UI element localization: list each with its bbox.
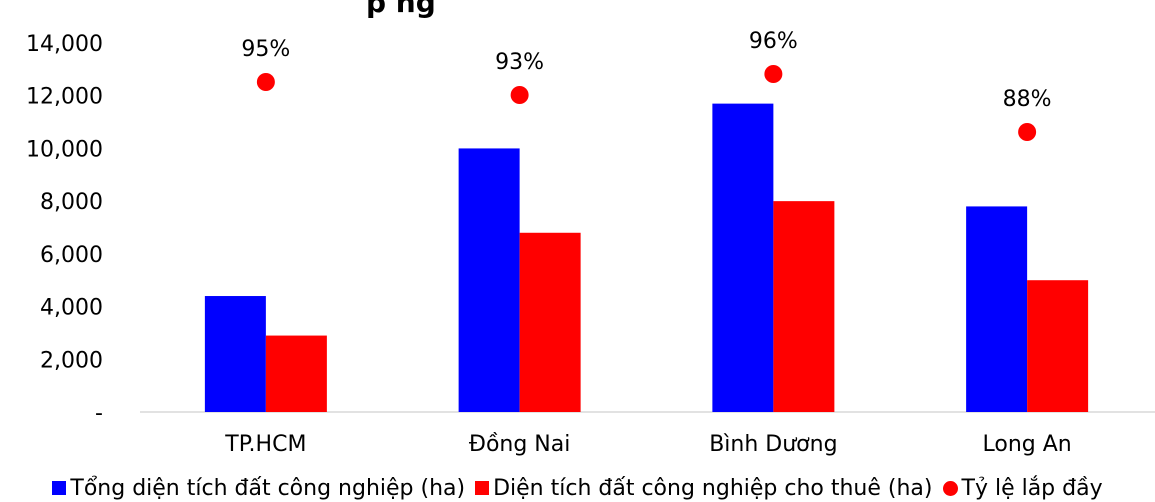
- occupancy-point: [1018, 123, 1037, 141]
- legend-swatch-occupancy-rate: [942, 480, 958, 496]
- bar-leased-area: [773, 201, 835, 412]
- occupancy-point: [764, 65, 783, 83]
- bar-leased-area: [1027, 280, 1089, 412]
- bar-total-area: [204, 296, 266, 412]
- x-category-label: Long An: [983, 432, 1072, 457]
- legend-label-leased-area: Diện tích đất công nghiệp cho thuê (ha): [493, 475, 933, 501]
- occupancy-point: [256, 73, 275, 91]
- x-category-label: Đồng Nai: [469, 432, 570, 457]
- occupancy-data-label: 93%: [495, 50, 544, 75]
- legend: Tổng diện tích đất công nghiệp (ha) Diện…: [0, 474, 1155, 502]
- y-tick-label: -: [95, 401, 103, 426]
- bar-leased-area: [265, 335, 327, 412]
- legend-item-total-area: Tổng diện tích đất công nghiệp (ha): [52, 476, 465, 501]
- legend-label-total-area: Tổng diện tích đất công nghiệp (ha): [70, 475, 466, 501]
- y-tick-label: 8,000: [40, 190, 103, 215]
- y-tick-label: 12,000: [26, 85, 103, 110]
- occupancy-data-label: 95%: [241, 37, 290, 62]
- y-tick-label: 2,000: [40, 348, 103, 373]
- legend-swatch-total-area: [52, 481, 67, 495]
- y-tick-label: 4,000: [40, 296, 103, 321]
- occupancy-data-label: 96%: [749, 29, 798, 54]
- occupancy-data-label: 88%: [1003, 87, 1052, 112]
- legend-label-occupancy-rate: Tỷ lệ lắp đầy: [961, 475, 1103, 501]
- bar-total-area: [966, 206, 1028, 412]
- plot-area: - 2,000 4,000 6,000 8,000 10,000 12,000 14,000 T…: [26, 29, 1155, 457]
- y-tick-label: 6,000: [40, 243, 103, 268]
- legend-item-leased-area: Diện tích đất công nghiệp cho thuê (ha): [475, 475, 933, 501]
- legend-swatch-leased-area: [475, 481, 490, 495]
- legend-item-occupancy-rate: Tỷ lệ lắp đầy: [942, 475, 1103, 501]
- y-tick-label: 10,000: [26, 137, 103, 162]
- bar-leased-area: [519, 232, 581, 412]
- chart-title-fragment: p ng: [366, 0, 436, 19]
- bar-total-area: [458, 148, 520, 412]
- x-category-label: TP.HCM: [224, 432, 306, 457]
- bar-total-area: [712, 103, 774, 412]
- y-tick-label: 14,000: [26, 32, 103, 57]
- occupancy-point: [510, 86, 529, 104]
- x-category-label: Bình Dương: [709, 432, 837, 457]
